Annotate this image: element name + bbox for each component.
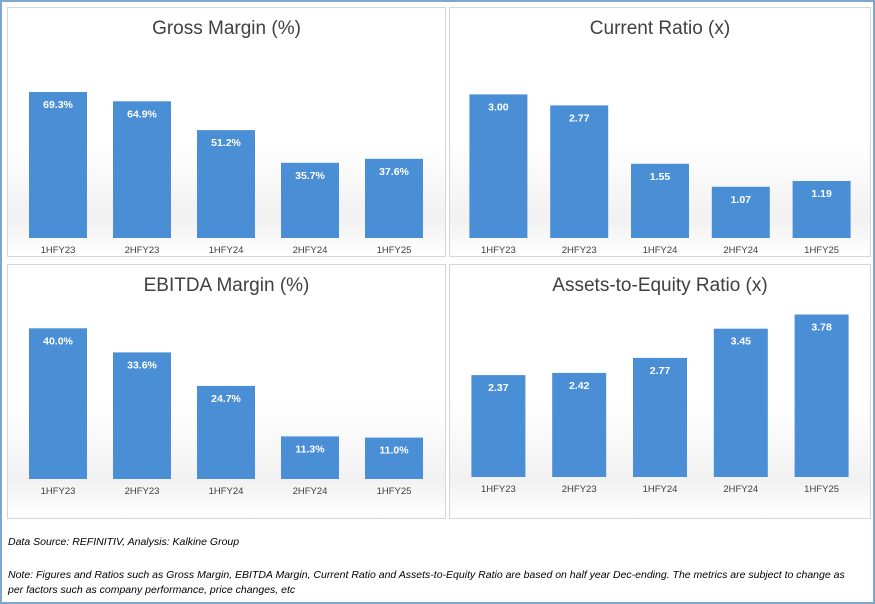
x-tick-label: 1HFY24 [209, 245, 244, 256]
bar-2HFY23 [552, 372, 607, 477]
x-tick-label: 1HFY24 [643, 245, 678, 256]
x-tick-label: 1HFY25 [377, 486, 412, 497]
gross-margin-plot: 69.3% 1HFY23 64.9% 2HFY23 51.2% 1HFY24 35.7% 2H… [29, 92, 423, 256]
data-label: 35.7% [295, 170, 325, 182]
bar-1HFY25 [794, 314, 849, 477]
data-label: 2.42 [569, 380, 590, 392]
x-tick-label: 1HFY23 [41, 486, 76, 497]
bar-1HFY25 [792, 181, 851, 238]
bar-1HFY23 [29, 328, 87, 479]
bar-1HFY24 [197, 130, 255, 238]
assets-to-equity-chart: Assets-to-Equity Ratio (x) 2.37 1HFY23 2.4… [449, 264, 871, 519]
data-label: 69.3% [43, 99, 73, 111]
methodology-note: Note: Figures and Ratios such as Gross M… [8, 569, 845, 596]
bar-1HFY23 [469, 94, 528, 239]
data-label: 33.6% [127, 359, 157, 371]
bar-2HFY24 [281, 436, 339, 479]
bar-2HFY23 [113, 352, 171, 479]
ebitda-margin-plot: 40.0% 1HFY23 33.6% 2HFY23 24.7% 1HFY24 11.3% 2H… [29, 328, 423, 497]
x-tick-label: 1HFY23 [481, 484, 516, 495]
data-label: 3.78 [811, 322, 832, 334]
data-label: 64.9% [127, 108, 157, 120]
current-ratio-plot: 3.00 1HFY23 2.77 2HFY23 1.55 1HFY24 1.07 2HFY24… [469, 94, 851, 256]
x-tick-label: 1HFY23 [481, 245, 516, 256]
data-source-note: Data Source: REFINITIV, Analysis: Kalkin… [8, 536, 240, 548]
bar-2HFY23 [550, 105, 609, 239]
data-label: 3.00 [488, 101, 509, 113]
bar-2HFY23 [113, 101, 171, 238]
x-tick-label: 2HFY24 [293, 486, 328, 497]
bar-1HFY25 [365, 158, 423, 238]
x-tick-label: 1HFY25 [804, 245, 839, 256]
x-tick-label: 2HFY24 [723, 245, 758, 256]
bar-1HFY23 [29, 92, 87, 238]
bar-1HFY25 [365, 437, 423, 479]
data-label: 1.07 [731, 194, 752, 206]
data-label: 2.77 [569, 112, 590, 124]
bar-2HFY24 [713, 328, 768, 477]
data-label: 1.19 [811, 188, 832, 200]
chart-title: Gross Margin (%) [152, 18, 301, 39]
x-tick-label: 1HFY25 [804, 484, 839, 495]
data-label: 1.55 [650, 171, 671, 183]
bar-2HFY24 [711, 186, 770, 238]
bar-1HFY23 [471, 375, 526, 477]
ebitda-margin-chart: EBITDA Margin (%) 40.0% 1HFY23 33.6% 2HFY23… [7, 264, 446, 519]
data-label: 11.3% [295, 443, 325, 455]
x-tick-label: 2HFY24 [723, 484, 758, 495]
x-tick-label: 2HFY23 [562, 245, 597, 256]
bar-1HFY24 [633, 357, 687, 477]
chart-title: Current Ratio (x) [589, 18, 731, 39]
x-tick-label: 1HFY23 [41, 245, 76, 256]
bar-2HFY24 [281, 162, 339, 238]
data-label: 40.0% [43, 335, 73, 347]
data-label: 2.77 [650, 365, 671, 377]
x-tick-label: 2HFY23 [125, 245, 160, 256]
bar-1HFY24 [197, 385, 255, 479]
gross-margin-chart: Gross Margin (%) 69.3% 1HFY23 64.9% 2HFY23 5… [7, 7, 446, 257]
x-tick-label: 1HFY24 [209, 486, 244, 497]
current-ratio-chart: Current Ratio (x) 3.00 1HFY23 2.77 2HFY23 1.… [449, 7, 871, 257]
chart-title: Assets-to-Equity Ratio (x) [552, 275, 768, 296]
data-label: 3.45 [731, 336, 752, 348]
assets-to-equity-plot: 2.37 1HFY23 2.42 2HFY23 2.77 1HFY24 3.45 2HFY24… [471, 314, 849, 495]
bar-1HFY24 [631, 163, 689, 238]
x-tick-label: 1HFY24 [643, 484, 678, 495]
data-label: 11.0% [379, 445, 409, 457]
data-label: 51.2% [211, 137, 241, 149]
x-tick-label: 2HFY24 [293, 245, 328, 256]
data-label: 24.7% [211, 393, 241, 405]
x-tick-label: 1HFY25 [377, 245, 412, 256]
data-label: 37.6% [379, 166, 409, 178]
x-tick-label: 2HFY23 [562, 484, 597, 495]
x-tick-label: 2HFY23 [125, 486, 160, 497]
data-label: 2.37 [488, 382, 509, 394]
chart-title: EBITDA Margin (%) [143, 275, 310, 296]
